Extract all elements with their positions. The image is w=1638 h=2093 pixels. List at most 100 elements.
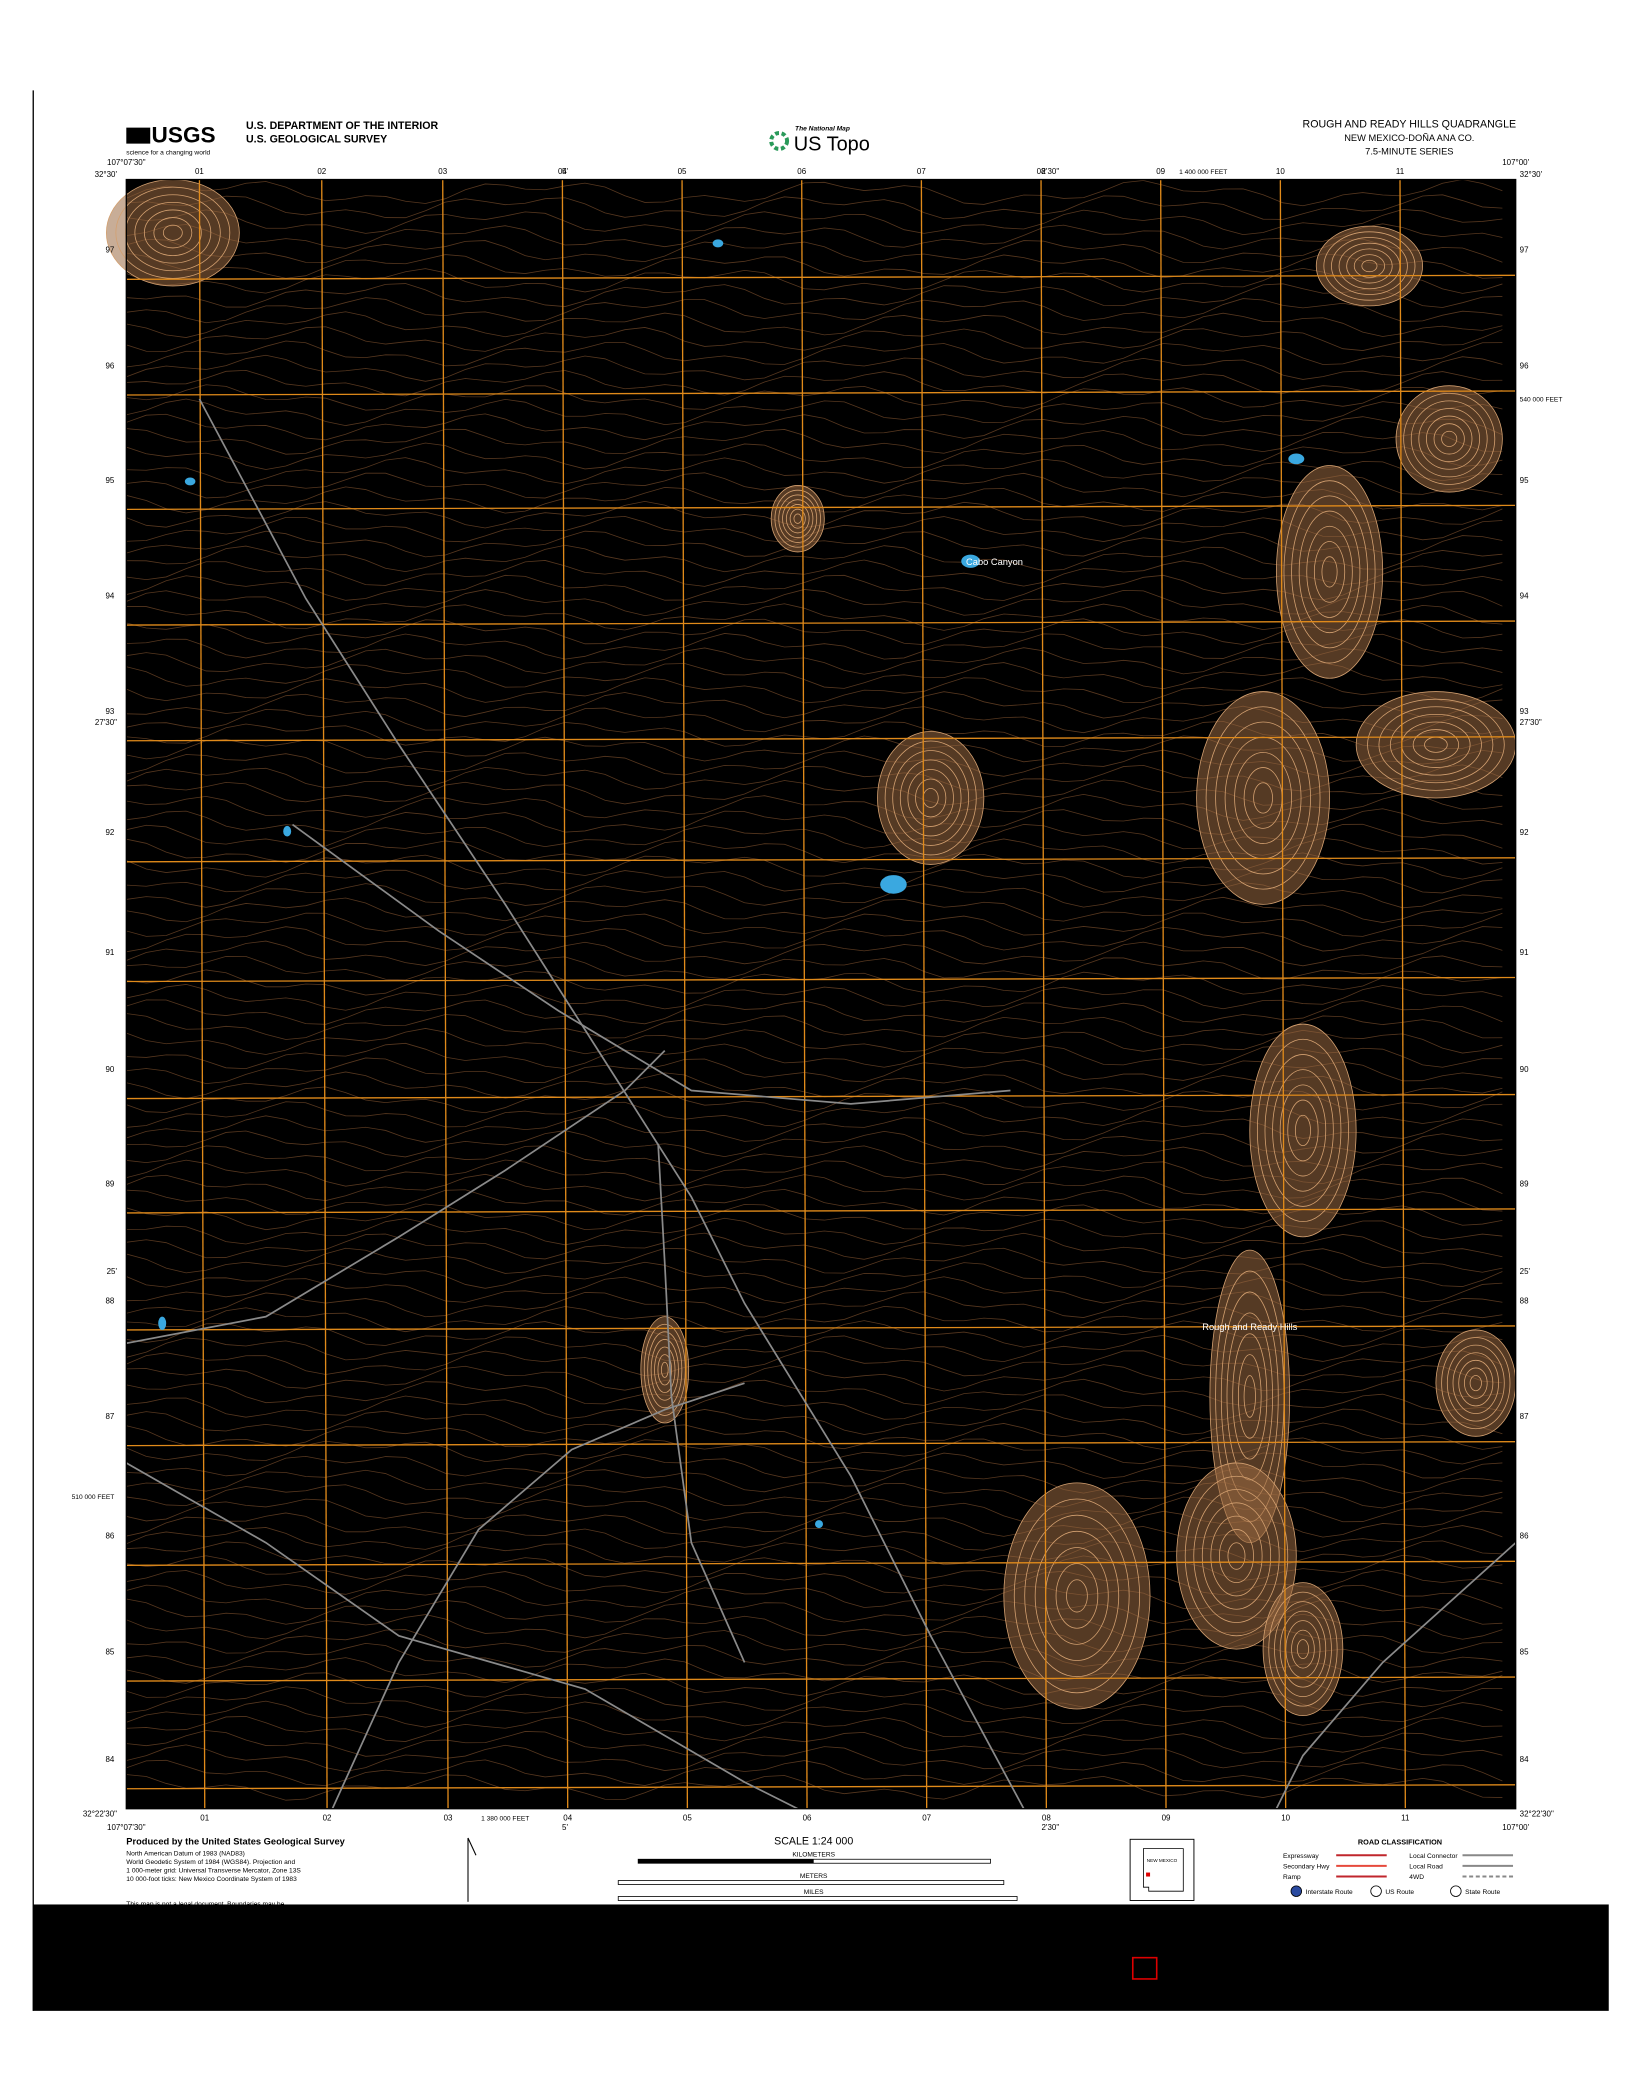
contour <box>1410 400 1488 478</box>
grid-line <box>126 1440 1516 1447</box>
place-name: Cabo Canyon <box>966 557 1023 567</box>
coordinate-label: 510 000 FEET <box>72 1494 115 1501</box>
contour <box>1279 1610 1327 1688</box>
pond <box>158 1316 167 1330</box>
contour <box>126 297 1503 324</box>
northing-label: 86 <box>1520 1532 1529 1541</box>
us-topo-logo <box>769 130 790 151</box>
northing-label: 92 <box>1520 828 1529 837</box>
contour <box>126 1759 1503 1787</box>
quad-location <box>1146 1872 1151 1877</box>
contour <box>640 1316 690 1424</box>
contour <box>126 1700 1503 1728</box>
northing-label: 93 <box>105 707 114 716</box>
pond <box>815 1520 823 1529</box>
pond <box>283 825 292 837</box>
northing-label: 96 <box>1520 361 1529 370</box>
northing-label: 94 <box>1520 591 1529 600</box>
contour <box>153 217 193 249</box>
contour <box>126 428 1503 455</box>
scale-bar <box>638 1859 814 1864</box>
contour <box>126 472 1503 499</box>
contour <box>126 1744 1503 1772</box>
coordinate-label: 25' <box>1520 1267 1531 1276</box>
contour <box>1378 706 1494 784</box>
contour <box>1034 1530 1120 1661</box>
grid-line <box>126 1676 1516 1682</box>
grid-line <box>126 1560 1516 1566</box>
easting-label: 07 <box>917 167 926 176</box>
northing-label: 89 <box>105 1179 114 1188</box>
contour <box>126 1247 1503 1274</box>
contour <box>654 1346 676 1394</box>
easting-label: 11 <box>1396 167 1405 176</box>
easting-label: 10 <box>1281 1814 1290 1823</box>
easting-label: 09 <box>1162 1814 1171 1823</box>
grid-line <box>126 976 1516 983</box>
coordinate-label: 1 400 000 FEET <box>1179 169 1227 176</box>
contour <box>1264 1054 1342 1207</box>
northing-label: 88 <box>1520 1296 1529 1305</box>
place-name: Rough and Ready Hills <box>1202 1322 1297 1332</box>
road <box>657 1143 746 1663</box>
easting-label: 08 <box>1042 1814 1051 1823</box>
contour <box>1446 1344 1505 1422</box>
north-arrow <box>467 1837 477 1902</box>
contour <box>1196 691 1330 905</box>
hill-shade <box>1356 691 1516 798</box>
easting-label: 09 <box>1156 167 1165 176</box>
contour <box>126 413 1503 441</box>
contour <box>1315 225 1424 307</box>
contour <box>126 1730 1503 1757</box>
contour <box>1403 392 1496 485</box>
contour <box>1331 237 1408 295</box>
contour <box>1243 1375 1256 1418</box>
easting-label: 02 <box>317 167 326 176</box>
contour <box>115 186 231 279</box>
grid-line <box>561 179 569 1809</box>
route-type: Interstate Route <box>1306 1889 1353 1896</box>
pond <box>712 239 724 248</box>
coordinate-label: 107°00' <box>1502 158 1529 167</box>
pond <box>184 477 196 486</box>
contour <box>1013 1498 1141 1694</box>
state-county: NEW MEXICO-DOÑA ANA CO. <box>1344 133 1474 143</box>
contour <box>1389 713 1482 776</box>
contour <box>126 311 1503 338</box>
northing-label: 95 <box>105 476 114 485</box>
contour <box>1184 1475 1289 1637</box>
contour <box>126 574 1503 601</box>
scale-unit: MILES <box>804 1889 824 1896</box>
contour <box>1323 231 1416 301</box>
contour <box>660 1361 669 1378</box>
scale-bar <box>617 1880 1005 1885</box>
northing-label: 88 <box>105 1296 114 1305</box>
coordinate-label: 32°22'30" <box>1520 1810 1554 1819</box>
easting-label: 06 <box>797 167 806 176</box>
contour <box>126 457 1503 485</box>
northing-label: 94 <box>105 591 114 600</box>
coordinate-label: 5' <box>562 167 568 176</box>
contour <box>785 504 810 534</box>
road-class: Local Road <box>1409 1864 1443 1871</box>
northing-label: 87 <box>105 1412 114 1421</box>
contour <box>124 194 221 272</box>
coordinate-label: 27'30" <box>95 718 117 727</box>
easting-label: 05 <box>683 1814 692 1823</box>
contour <box>126 1774 1503 1801</box>
contour <box>1464 1367 1488 1399</box>
scale-bar <box>617 1896 1018 1901</box>
contour <box>126 238 1503 264</box>
contour <box>1441 430 1458 447</box>
hill-shade <box>1003 1482 1151 1709</box>
coordinate-label: 2'30" <box>1042 167 1060 176</box>
grid-line <box>126 1093 1516 1100</box>
contour <box>126 955 1503 981</box>
contour <box>1287 1099 1319 1162</box>
scale: SCALE 1:24 000 <box>774 1836 853 1848</box>
easting-label: 06 <box>803 1814 812 1823</box>
contour <box>1367 698 1505 791</box>
contour <box>1469 1375 1482 1392</box>
contour <box>126 283 1503 308</box>
contour <box>1262 1582 1344 1717</box>
